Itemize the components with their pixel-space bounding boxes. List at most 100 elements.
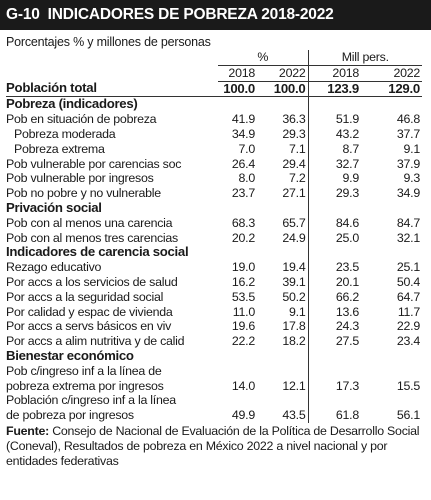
- empty-cell: [218, 201, 258, 216]
- section-heading: Privación social: [6, 199, 102, 215]
- row-label: Por accs a alim nutritiva y de calid: [6, 334, 185, 349]
- empty-cell: [258, 349, 308, 364]
- row-label: Pob c/ingreso inf a la línea de: [6, 363, 162, 378]
- cell-value: 64.7: [396, 289, 421, 304]
- empty-cell: [218, 349, 258, 364]
- cell-value: 84.7: [396, 215, 421, 230]
- empty-cell: [258, 201, 308, 216]
- cell-value: 34.9: [396, 186, 421, 201]
- empty-cell: [258, 364, 308, 379]
- table-row: Pob no pobre y no vulnerable 23.7 27.1 29.3…: [6, 186, 422, 201]
- cell-value: 23.7: [231, 186, 255, 201]
- table-row: Pob en situación de pobreza 41.9 36.3 51.9 4…: [6, 112, 422, 127]
- section-heading: Bienestar económico: [6, 347, 134, 363]
- cell-value: 49.9: [231, 408, 255, 423]
- cell-value: 14.0: [231, 378, 255, 393]
- cell-value: 9.9: [307, 171, 362, 187]
- year-header: 2018: [218, 65, 258, 82]
- cell-value: 20.1: [307, 274, 362, 290]
- row-label: Por calidad y espac de vivienda: [6, 304, 173, 319]
- cell-value: 41.9: [231, 112, 255, 127]
- year-header-row: 2018 2022 2018 2022: [6, 65, 423, 82]
- cell-value: 27.1: [282, 186, 306, 201]
- cell-value: 61.8: [307, 408, 362, 423]
- cell-value: 36.3: [282, 112, 306, 127]
- empty-cell: [218, 245, 258, 260]
- cell-value: 24.3: [307, 319, 362, 335]
- cell-value: 123.9: [307, 81, 362, 98]
- cell-value: 11.0: [232, 304, 255, 319]
- cell-value: 26.4: [231, 156, 255, 171]
- group-millions-header: Mill pers.: [307, 50, 423, 66]
- cell-value: 19.4: [282, 260, 306, 275]
- cell-value: 8.0: [238, 171, 256, 186]
- cell-value: 8.7: [307, 141, 362, 157]
- cell-value: 25.0: [307, 230, 362, 246]
- cell-value: 9.1: [403, 141, 421, 156]
- table-row: Pob c/ingreso inf a la línea de: [6, 363, 422, 379]
- section-heading: Indicadores de carencia social: [6, 244, 189, 260]
- table-row: Población total 100.0 100.0 123.9 129.0: [6, 81, 423, 98]
- table-row: Pob vulnerable por carencias soc 26.4 29.4…: [6, 156, 422, 172]
- cell-value: 12.1: [282, 378, 306, 393]
- chart-header: G-10 INDICADORES DE POBREZA 2018-2022: [0, 0, 431, 30]
- table-row: pobreza extrema por ingresos 14.0 12.1 17.3…: [6, 378, 422, 394]
- cell-value: 68.3: [231, 215, 255, 230]
- row-label: Pob en situación de pobreza: [6, 112, 157, 127]
- row-label: Pob no pobre y no vulnerable: [6, 186, 161, 201]
- chart-code: G-10: [6, 6, 40, 23]
- row-label: Pob vulnerable por ingresos: [6, 171, 154, 186]
- cell-value: 43.5: [282, 408, 306, 423]
- cell-value: 24.9: [282, 230, 306, 245]
- source-text: Consejo de Nacional de Evaluación de la …: [6, 423, 420, 468]
- year-header: 2022: [258, 65, 308, 82]
- cell-value: 17.8: [282, 319, 306, 334]
- empty-cell: [258, 245, 308, 260]
- cell-value: 11.7: [397, 304, 421, 319]
- empty-cell: [362, 245, 422, 260]
- cell-value: 43.2: [307, 126, 362, 142]
- table-row: Pob con al menos una carencia 68.3 65.7 84.…: [6, 215, 422, 231]
- section-heading: Pobreza (indicadores): [6, 96, 138, 112]
- empty-cell: [362, 349, 422, 364]
- section-row: Indicadores de carencia social: [6, 244, 422, 261]
- row-label: Pob con al menos tres carencias: [6, 230, 179, 245]
- table-row: Por accs a alim nutritiva y de calid 22.2…: [6, 334, 422, 349]
- empty-cell: [362, 201, 422, 216]
- cell-value: 27.5: [307, 334, 362, 349]
- row-label: Pobreza extrema: [14, 141, 105, 156]
- table-row: Población c/ingreso inf a la línea: [6, 393, 422, 409]
- table-row: Pobreza moderada 34.9 29.3 43.2 37.7: [6, 126, 422, 142]
- empty-cell: [362, 97, 422, 112]
- cell-value: 37.9: [396, 156, 421, 171]
- empty-cell: [307, 96, 362, 113]
- cell-value: 19.0: [231, 260, 255, 275]
- group-percent-header: %: [218, 50, 308, 66]
- empty-cell: [307, 245, 362, 261]
- cell-value: 100.0: [258, 81, 308, 98]
- row-label: Por accs a los servicios de salud: [6, 274, 178, 289]
- cell-value: 17.3: [307, 378, 362, 394]
- table-row: Por accs a los servicios de salud 16.2 39.…: [6, 274, 422, 290]
- empty-cell: [307, 348, 362, 364]
- empty-cell: [307, 200, 362, 216]
- table-row: de pobreza por ingresos 49.9 43.5 61.8 56.1: [6, 408, 422, 423]
- row-label: de pobreza por ingresos: [6, 408, 134, 423]
- subtitle: Porcentajes % y millones de personas: [6, 35, 211, 49]
- cell-value: 29.3: [307, 186, 362, 201]
- cell-value: 9.3: [403, 171, 421, 186]
- year-header: 2018: [307, 65, 362, 82]
- table-row: Rezago educativo 19.0 19.4 23.5 25.1: [6, 260, 422, 275]
- cell-value: 15.5: [396, 378, 421, 393]
- empty-cell: [258, 97, 308, 112]
- cell-value: 46.8: [396, 112, 421, 127]
- row-label: Por accs a la seguridad social: [6, 289, 164, 304]
- empty-cell: [307, 393, 362, 409]
- row-label: pobreza extrema por ingresos: [6, 378, 164, 393]
- cell-value: 9.1: [289, 304, 306, 319]
- cell-value: 53.5: [231, 289, 255, 304]
- row-label: Población total: [6, 81, 218, 98]
- cell-value: 25.1: [396, 260, 421, 275]
- cell-value: 20.2: [231, 230, 255, 245]
- column-group-header: % Mill pers.: [6, 50, 423, 66]
